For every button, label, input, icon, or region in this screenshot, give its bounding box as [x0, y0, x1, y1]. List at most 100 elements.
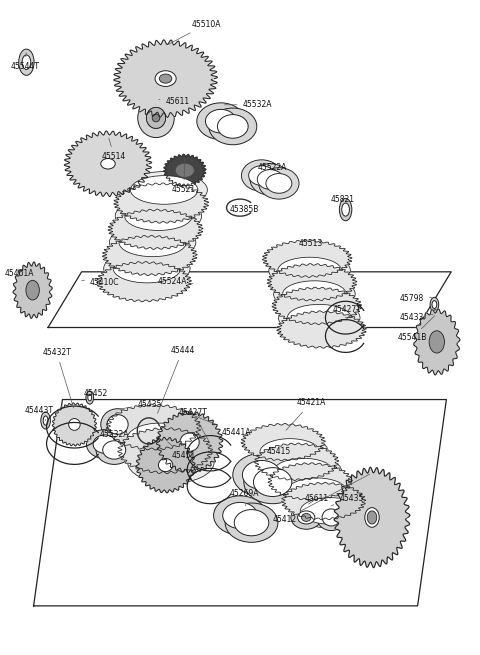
Polygon shape — [118, 428, 213, 474]
Ellipse shape — [146, 107, 166, 128]
Ellipse shape — [278, 474, 355, 508]
Polygon shape — [156, 411, 223, 473]
Ellipse shape — [93, 435, 116, 453]
Ellipse shape — [300, 498, 360, 524]
Ellipse shape — [278, 301, 360, 335]
Ellipse shape — [432, 315, 439, 327]
Ellipse shape — [242, 460, 281, 489]
Ellipse shape — [342, 203, 349, 216]
Ellipse shape — [159, 74, 172, 83]
Text: 45522A: 45522A — [258, 162, 288, 172]
Text: 45435: 45435 — [331, 494, 363, 506]
Ellipse shape — [89, 149, 127, 178]
Text: 45514: 45514 — [102, 138, 126, 161]
Ellipse shape — [205, 109, 236, 133]
Ellipse shape — [41, 412, 50, 429]
Text: 45532A: 45532A — [225, 100, 272, 109]
Polygon shape — [281, 482, 366, 520]
Ellipse shape — [365, 508, 379, 527]
Ellipse shape — [298, 511, 315, 524]
Ellipse shape — [265, 455, 342, 489]
Ellipse shape — [138, 447, 204, 478]
Text: 45385B: 45385B — [230, 200, 260, 214]
Text: 45451: 45451 — [168, 442, 195, 460]
Ellipse shape — [146, 107, 166, 128]
Ellipse shape — [151, 451, 180, 479]
Text: 45432T: 45432T — [42, 348, 73, 408]
Polygon shape — [114, 40, 217, 117]
Ellipse shape — [138, 98, 174, 138]
Ellipse shape — [64, 414, 85, 435]
Text: 45269A: 45269A — [230, 489, 260, 506]
Text: 45444: 45444 — [157, 346, 194, 413]
Polygon shape — [114, 183, 209, 223]
Ellipse shape — [121, 172, 207, 208]
Ellipse shape — [252, 435, 328, 469]
Text: 45427T: 45427T — [179, 408, 210, 443]
Ellipse shape — [209, 108, 257, 145]
Ellipse shape — [116, 418, 203, 460]
Text: 45421A: 45421A — [286, 398, 326, 430]
Ellipse shape — [19, 49, 34, 75]
Ellipse shape — [223, 502, 257, 529]
Ellipse shape — [101, 159, 115, 169]
Text: 45427T: 45427T — [333, 305, 361, 318]
Ellipse shape — [69, 419, 80, 430]
Polygon shape — [268, 462, 352, 500]
Text: 45513: 45513 — [299, 239, 323, 248]
Ellipse shape — [269, 253, 350, 288]
Text: 45441A: 45441A — [192, 415, 251, 437]
Ellipse shape — [250, 164, 290, 195]
Text: 45541B: 45541B — [397, 316, 435, 343]
Ellipse shape — [249, 166, 275, 185]
Polygon shape — [64, 131, 152, 196]
Text: 45461A: 45461A — [4, 266, 34, 278]
Polygon shape — [241, 423, 325, 461]
Text: 45532A: 45532A — [99, 430, 129, 440]
Ellipse shape — [96, 436, 132, 464]
Ellipse shape — [128, 441, 214, 483]
Ellipse shape — [317, 504, 346, 531]
Ellipse shape — [287, 478, 347, 504]
Ellipse shape — [22, 55, 31, 69]
Text: 45611: 45611 — [159, 97, 190, 106]
Text: 45510A: 45510A — [168, 20, 221, 45]
Ellipse shape — [301, 514, 311, 521]
Ellipse shape — [322, 509, 340, 526]
Polygon shape — [272, 287, 361, 325]
Ellipse shape — [139, 59, 192, 98]
Ellipse shape — [291, 506, 322, 529]
Polygon shape — [52, 403, 96, 446]
Ellipse shape — [257, 170, 283, 189]
Polygon shape — [164, 155, 206, 186]
Ellipse shape — [152, 114, 160, 122]
Ellipse shape — [274, 277, 355, 311]
Polygon shape — [277, 310, 366, 348]
Ellipse shape — [367, 511, 377, 524]
Text: 45412: 45412 — [273, 474, 370, 524]
Text: 45611: 45611 — [305, 494, 329, 504]
Text: 45798: 45798 — [400, 293, 432, 303]
Polygon shape — [254, 443, 339, 481]
Polygon shape — [96, 261, 192, 302]
Ellipse shape — [175, 163, 194, 178]
Ellipse shape — [107, 415, 128, 434]
Ellipse shape — [217, 115, 248, 138]
Ellipse shape — [171, 425, 208, 459]
Ellipse shape — [86, 391, 94, 404]
Ellipse shape — [155, 71, 176, 86]
Ellipse shape — [101, 409, 134, 440]
Ellipse shape — [288, 305, 351, 331]
Ellipse shape — [253, 468, 292, 496]
Ellipse shape — [292, 494, 369, 528]
Ellipse shape — [266, 174, 292, 193]
Ellipse shape — [127, 423, 192, 455]
Ellipse shape — [278, 257, 341, 284]
Polygon shape — [106, 404, 201, 450]
Text: 45415: 45415 — [262, 447, 290, 457]
Text: 45443T: 45443T — [25, 405, 54, 421]
Ellipse shape — [43, 416, 48, 425]
Ellipse shape — [233, 453, 290, 496]
Polygon shape — [334, 467, 410, 568]
Ellipse shape — [429, 331, 444, 353]
